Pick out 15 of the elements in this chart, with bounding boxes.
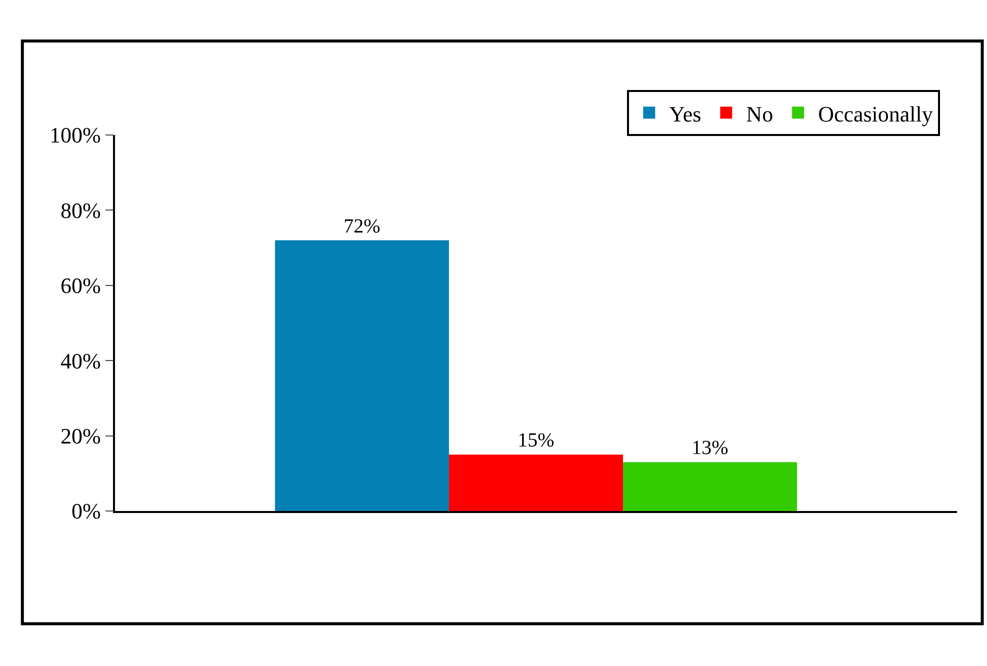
y-tick-label: 100% — [50, 122, 101, 148]
bar — [448, 454, 624, 511]
bar — [274, 240, 449, 511]
legend-label: No — [746, 101, 774, 126]
y-tick-label: 20% — [60, 424, 101, 448]
data-label: 15% — [518, 430, 554, 452]
data-label: 13% — [692, 437, 728, 460]
y-tick-label: 60% — [60, 273, 101, 298]
bar — [623, 462, 798, 511]
y-tick-label: 80% — [60, 198, 101, 223]
legend-label: Occasionally — [818, 101, 933, 126]
data-label: 72% — [344, 215, 380, 238]
y-tick-label: 40% — [60, 348, 101, 374]
legend-label: Yes — [669, 101, 702, 126]
y-tick-label: 0% — [72, 498, 101, 524]
